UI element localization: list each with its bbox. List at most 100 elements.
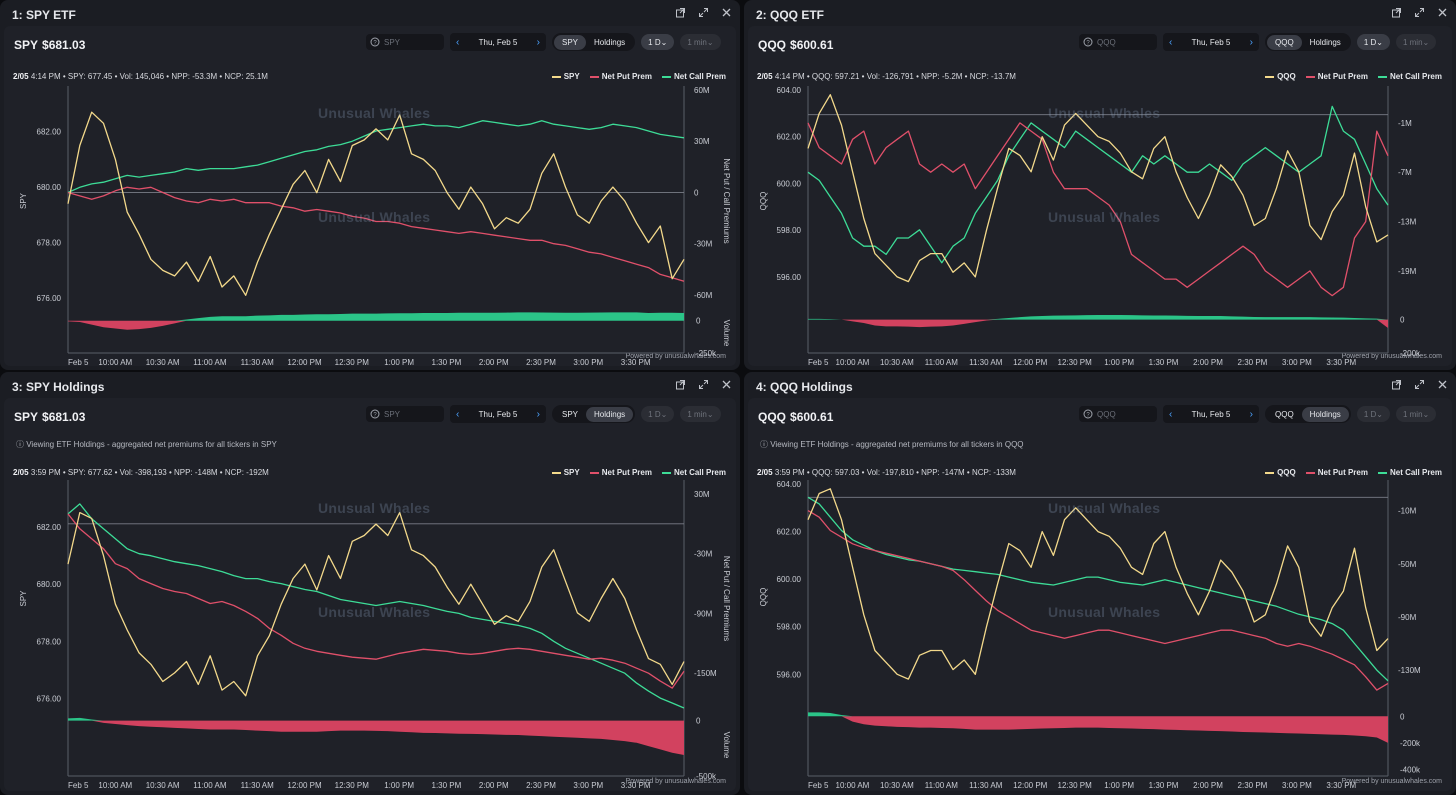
stats-date: 2/05 — [13, 468, 29, 477]
volume-axis-title: Volume — [722, 732, 731, 759]
legend-item[interactable]: Net Put Prem — [1305, 72, 1368, 81]
legend-item[interactable]: Net Call Prem — [1377, 468, 1442, 477]
chevron-left-icon[interactable]: ‹ — [1169, 408, 1173, 420]
date-picker[interactable]: ‹ Thu, Feb 5 › — [450, 33, 546, 51]
expand-icon[interactable] — [698, 7, 709, 18]
powered-by[interactable]: Powered by unusualwhales.com — [1341, 353, 1442, 360]
close-icon[interactable] — [721, 7, 732, 18]
expand-icon[interactable] — [698, 379, 709, 390]
legend-item[interactable]: Net Call Prem — [1377, 72, 1442, 81]
ticker-search-input[interactable]: ? SPY — [366, 406, 444, 422]
external-link-icon[interactable] — [675, 7, 686, 18]
legend-swatch — [1305, 75, 1315, 78]
chevron-down-icon: ⌄ — [706, 37, 714, 47]
tab-ticker[interactable]: SPY — [562, 409, 579, 419]
chevron-right-icon[interactable]: › — [1249, 36, 1253, 48]
price-tick: 598.00 — [777, 623, 802, 632]
legend-item[interactable]: QQQ — [1265, 72, 1296, 81]
external-link-icon[interactable] — [1391, 7, 1402, 18]
x-tick: 1:30 PM — [1149, 781, 1179, 790]
range-value: 1 D — [648, 37, 661, 47]
chevron-right-icon[interactable]: › — [536, 408, 540, 420]
close-icon[interactable] — [1437, 379, 1448, 390]
interval-dropdown[interactable]: 1 min ⌄ — [1395, 406, 1437, 422]
legend-label: Net Put Prem — [1317, 468, 1368, 477]
powered-by[interactable]: Powered by unusualwhales.com — [625, 778, 726, 785]
y-axis-title-right: Net Put / Call Premiums — [722, 158, 731, 243]
volume-tick: -200k — [1400, 739, 1421, 748]
legend-label: SPY — [563, 468, 580, 477]
stats-time: 3:59 PM — [774, 468, 805, 477]
date-picker[interactable]: ‹ Thu, Feb 5 › — [1163, 405, 1259, 423]
x-tick: 10:30 AM — [146, 781, 180, 790]
legend-item[interactable]: SPY — [551, 468, 580, 477]
range-dropdown[interactable]: 1 D ⌄ — [641, 406, 675, 422]
legend-item[interactable]: Net Call Prem — [661, 72, 726, 81]
tab-ticker[interactable]: QQQ — [1267, 34, 1302, 50]
premium-tick: -7M — [1398, 168, 1412, 177]
external-link-icon[interactable] — [675, 379, 686, 390]
interval-value: 1 min — [1402, 37, 1423, 47]
powered-by[interactable]: Powered by unusualwhales.com — [1341, 778, 1442, 785]
chevron-down-icon: ⌄ — [706, 409, 714, 419]
date-picker[interactable]: ‹ Thu, Feb 5 › — [450, 405, 546, 423]
watermark: Unusual Whales — [1048, 209, 1161, 225]
chevron-left-icon[interactable]: ‹ — [456, 36, 460, 48]
expand-icon[interactable] — [1414, 7, 1425, 18]
chevron-left-icon[interactable]: ‹ — [1169, 36, 1173, 48]
interval-dropdown[interactable]: 1 min ⌄ — [680, 34, 721, 50]
x-tick: 11:00 AM — [925, 781, 959, 790]
x-tick: Feb 5 — [68, 358, 89, 366]
x-tick: 1:00 PM — [1104, 358, 1134, 366]
x-tick: 1:00 PM — [384, 358, 414, 366]
interval-dropdown[interactable]: 1 min ⌄ — [1395, 34, 1437, 50]
x-tick: 3:30 PM — [1326, 358, 1356, 366]
panel-window-controls — [1391, 379, 1448, 390]
legend-item[interactable]: QQQ — [1265, 468, 1296, 477]
tab-ticker[interactable]: QQQ — [1275, 409, 1294, 419]
legend-label: SPY — [563, 72, 580, 81]
ticker-search-input[interactable]: ? QQQ — [1079, 34, 1157, 50]
legend-item[interactable]: Net Put Prem — [1305, 468, 1368, 477]
interval-dropdown[interactable]: 1 min ⌄ — [680, 406, 721, 422]
close-icon[interactable] — [721, 379, 732, 390]
tab-holdings[interactable]: Holdings — [586, 406, 634, 422]
powered-by[interactable]: Powered by unusualwhales.com — [625, 353, 726, 360]
external-link-icon[interactable] — [1391, 379, 1402, 390]
tab-holdings[interactable]: Holdings — [594, 37, 626, 47]
legend-swatch — [589, 471, 599, 474]
premium-tick: -19M — [1398, 267, 1417, 276]
tab-holdings[interactable]: Holdings — [1309, 37, 1341, 47]
tab-ticker[interactable]: SPY — [554, 34, 587, 50]
x-tick: 3:30 PM — [621, 358, 651, 366]
x-tick: 3:30 PM — [621, 781, 651, 790]
chevron-left-icon[interactable]: ‹ — [456, 408, 460, 420]
chevron-right-icon[interactable]: › — [536, 36, 540, 48]
close-icon[interactable] — [1437, 7, 1448, 18]
stats-time: 4:14 PM — [774, 72, 805, 81]
x-tick: 11:00 AM — [193, 358, 227, 366]
range-dropdown[interactable]: 1 D ⌄ — [1356, 34, 1390, 50]
x-tick: 2:00 PM — [1193, 781, 1223, 790]
legend-item[interactable]: Net Put Prem — [589, 468, 652, 477]
range-dropdown[interactable]: 1 D ⌄ — [1356, 406, 1390, 422]
price-line — [67, 511, 685, 697]
price-tick: 682.00 — [37, 523, 62, 532]
legend-item[interactable]: Net Put Prem — [589, 72, 652, 81]
range-dropdown[interactable]: 1 D ⌄ — [641, 34, 675, 50]
ticker-price: $681.03 — [42, 38, 86, 52]
legend-item[interactable]: Net Call Prem — [661, 468, 726, 477]
tab-holdings[interactable]: Holdings — [1301, 406, 1349, 422]
date-picker[interactable]: ‹ Thu, Feb 5 › — [1163, 33, 1259, 51]
ticker-search-input[interactable]: ? SPY — [366, 34, 444, 50]
ticker-search-input[interactable]: ? QQQ — [1079, 406, 1157, 422]
legend-item[interactable]: SPY — [551, 72, 580, 81]
chevron-right-icon[interactable]: › — [1249, 408, 1253, 420]
stats-price-label: QQQ: 597.21 — [811, 72, 860, 81]
chart-legend: QQQ Net Put Prem Net Call Prem — [1265, 72, 1442, 81]
expand-icon[interactable] — [1414, 379, 1425, 390]
legend-label: Net Put Prem — [1317, 72, 1368, 81]
volume-negative-area — [68, 320, 684, 330]
volume-positive-area — [68, 717, 684, 721]
premium-tick: -60M — [694, 291, 713, 300]
